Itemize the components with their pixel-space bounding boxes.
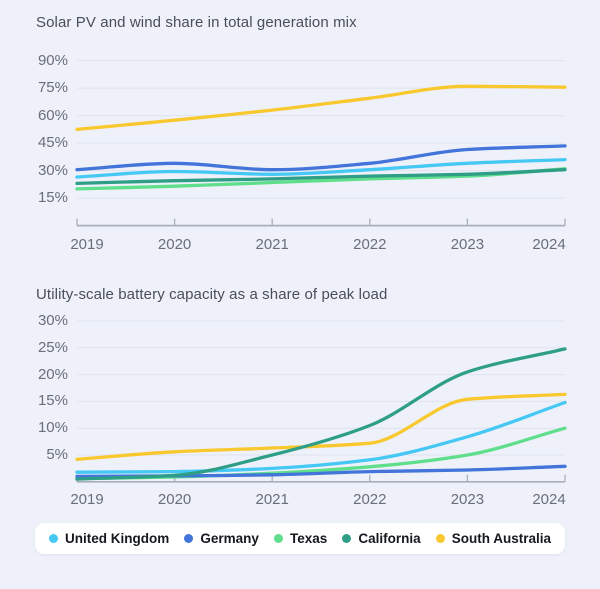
x-axis-tick-label-2023-chart2: 2023 [450, 491, 485, 508]
x-axis-tick-label-2021-chart1: 2021 [255, 236, 289, 253]
legend-label-california: California [358, 531, 421, 546]
line-united-kingdom-chart2 [75, 400, 567, 474]
line-germany-chart1 [75, 144, 567, 172]
legend-label-south-australia: South Australia [451, 531, 551, 546]
x-axis-tick-label-2020-chart2: 2020 [157, 491, 192, 508]
y-axis-tick-label-5%-chart2: 5% [46, 446, 68, 463]
line-california-chart1 [75, 168, 567, 186]
line-south-australia-chart2 [75, 392, 567, 461]
legend-label-texas: Texas [289, 531, 328, 546]
x-axis-tick-label-2024-chart1: 2024 [532, 236, 566, 253]
legend-item-united-kingdom[interactable]: United Kingdom [49, 531, 169, 546]
line-united-kingdom-chart1 [75, 157, 567, 179]
y-axis-tick-label-25%-chart2: 25% [37, 338, 68, 356]
legend-dot-texas-icon [273, 534, 283, 543]
legend-item-south-australia[interactable]: South Australia [435, 531, 551, 546]
legend-item-texas[interactable]: Texas [273, 531, 328, 546]
x-axis-tick-label-2023-chart1: 2023 [450, 236, 485, 253]
legend-item-california[interactable]: California [342, 531, 421, 546]
chart-title-battery-capacity: Utility-scale battery capacity as a shar… [36, 286, 388, 303]
x-axis-tick-label-2024-chart2: 2024 [532, 491, 566, 508]
y-axis-tick-label-45%-chart1: 45% [37, 134, 68, 152]
line-south-australia-chart1 [75, 84, 567, 132]
x-axis-chart1 [76, 218, 566, 227]
legend: United Kingdom Germany Texas California Sout… [35, 523, 565, 554]
legend-label-united-kingdom: United Kingdom [65, 531, 170, 546]
legend-dot-germany-icon [184, 534, 194, 543]
x-axis-tick-label-2022-chart1: 2022 [353, 236, 387, 253]
line-california-chart2 [75, 347, 567, 481]
x-axis-tick-label-2022-chart2: 2022 [353, 491, 387, 508]
y-axis-tick-label-15%-chart1: 15% [37, 189, 68, 207]
x-axis-tick-label-2019-chart2: 2019 [70, 491, 104, 508]
legend-dot-south-australia-icon [435, 534, 445, 543]
legend-dot-california-icon [342, 534, 352, 543]
y-axis-tick-label-10%-chart2: 10% [37, 419, 68, 437]
y-axis-tick-label-15%-chart2: 15% [37, 392, 68, 410]
gridlines-chart1 [77, 60, 565, 199]
legend-item-germany[interactable]: Germany [184, 531, 259, 546]
gridlines-chart2 [77, 320, 565, 456]
chart-title-generation-mix: Solar PV and wind share in total generat… [36, 14, 357, 31]
y-axis-tick-label-90%-chart1: 90% [37, 51, 68, 69]
y-axis-tick-label-60%-chart1: 60% [37, 106, 68, 124]
y-axis-tick-label-75%-chart1: 75% [37, 79, 68, 97]
y-axis-tick-label-20%-chart2: 20% [37, 365, 68, 383]
legend-dot-united-kingdom-icon [49, 534, 58, 543]
legend-label-germany: Germany [200, 531, 259, 546]
x-axis-tick-label-2021-chart2: 2021 [255, 491, 289, 508]
x-axis-tick-label-2020-chart1: 2020 [157, 236, 192, 253]
x-axis-tick-label-2019-chart1: 2019 [70, 236, 104, 253]
line-texas-chart1 [75, 167, 567, 191]
y-axis-tick-label-30%-chart1: 30% [37, 161, 68, 179]
y-axis-tick-label-30%-chart2: 30% [37, 312, 68, 329]
